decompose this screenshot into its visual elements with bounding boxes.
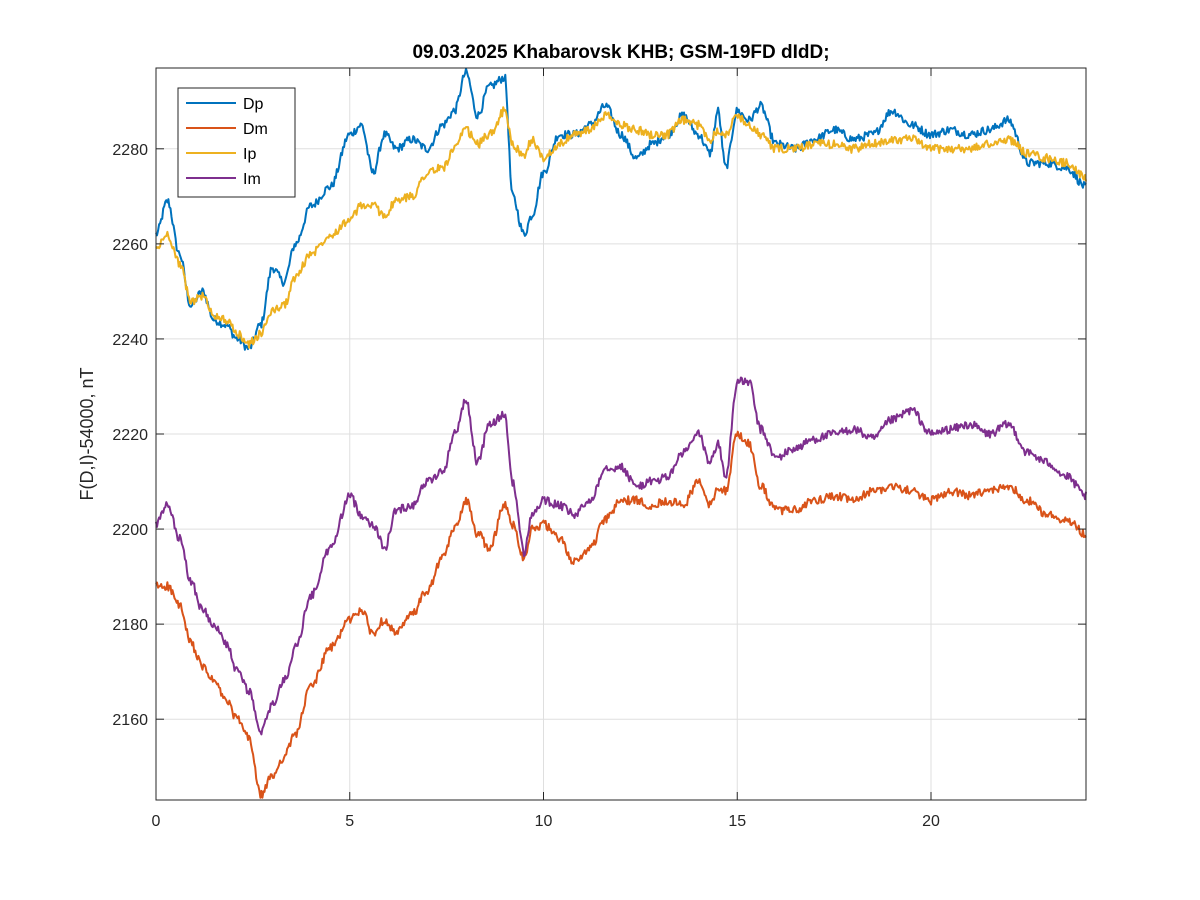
legend: Dp Dm Ip Im <box>177 87 296 198</box>
y-axis-label: F(D,I)-54000, nT <box>77 367 97 500</box>
x-tick-label: 10 <box>535 813 553 830</box>
legend-label-dp: Dp <box>243 96 264 113</box>
y-tick-label: 2200 <box>112 522 148 539</box>
chart-title: 09.03.2025 Khabarovsk KHB; GSM-19FD dIdD… <box>412 42 829 63</box>
x-tick-label: 20 <box>922 813 940 830</box>
series-lines <box>155 67 1087 799</box>
x-tick-label: 0 <box>152 813 161 830</box>
y-tick-label: 2180 <box>112 617 148 634</box>
legend-box <box>177 87 296 198</box>
y-tick-label: 2280 <box>112 142 148 159</box>
x-tick-label: 15 <box>728 813 746 830</box>
legend-label-im: Im <box>243 171 261 188</box>
legend-label-ip: Ip <box>243 146 256 163</box>
series-line-ip <box>155 106 1087 349</box>
legend-label-dm: Dm <box>243 121 268 138</box>
ticks: 0 5 10 15 20 2160 2180 2200 2220 2240 2260 2280 <box>112 68 1086 830</box>
series-line-im <box>155 376 1087 736</box>
y-tick-label: 2160 <box>112 712 148 729</box>
series-line-dm <box>155 430 1087 799</box>
grid <box>155 68 1086 800</box>
y-tick-label: 2240 <box>112 332 148 349</box>
y-tick-label: 2220 <box>112 427 148 444</box>
x-tick-label: 5 <box>345 813 354 830</box>
series-line-dp <box>155 67 1087 351</box>
y-tick-label: 2260 <box>112 237 148 254</box>
